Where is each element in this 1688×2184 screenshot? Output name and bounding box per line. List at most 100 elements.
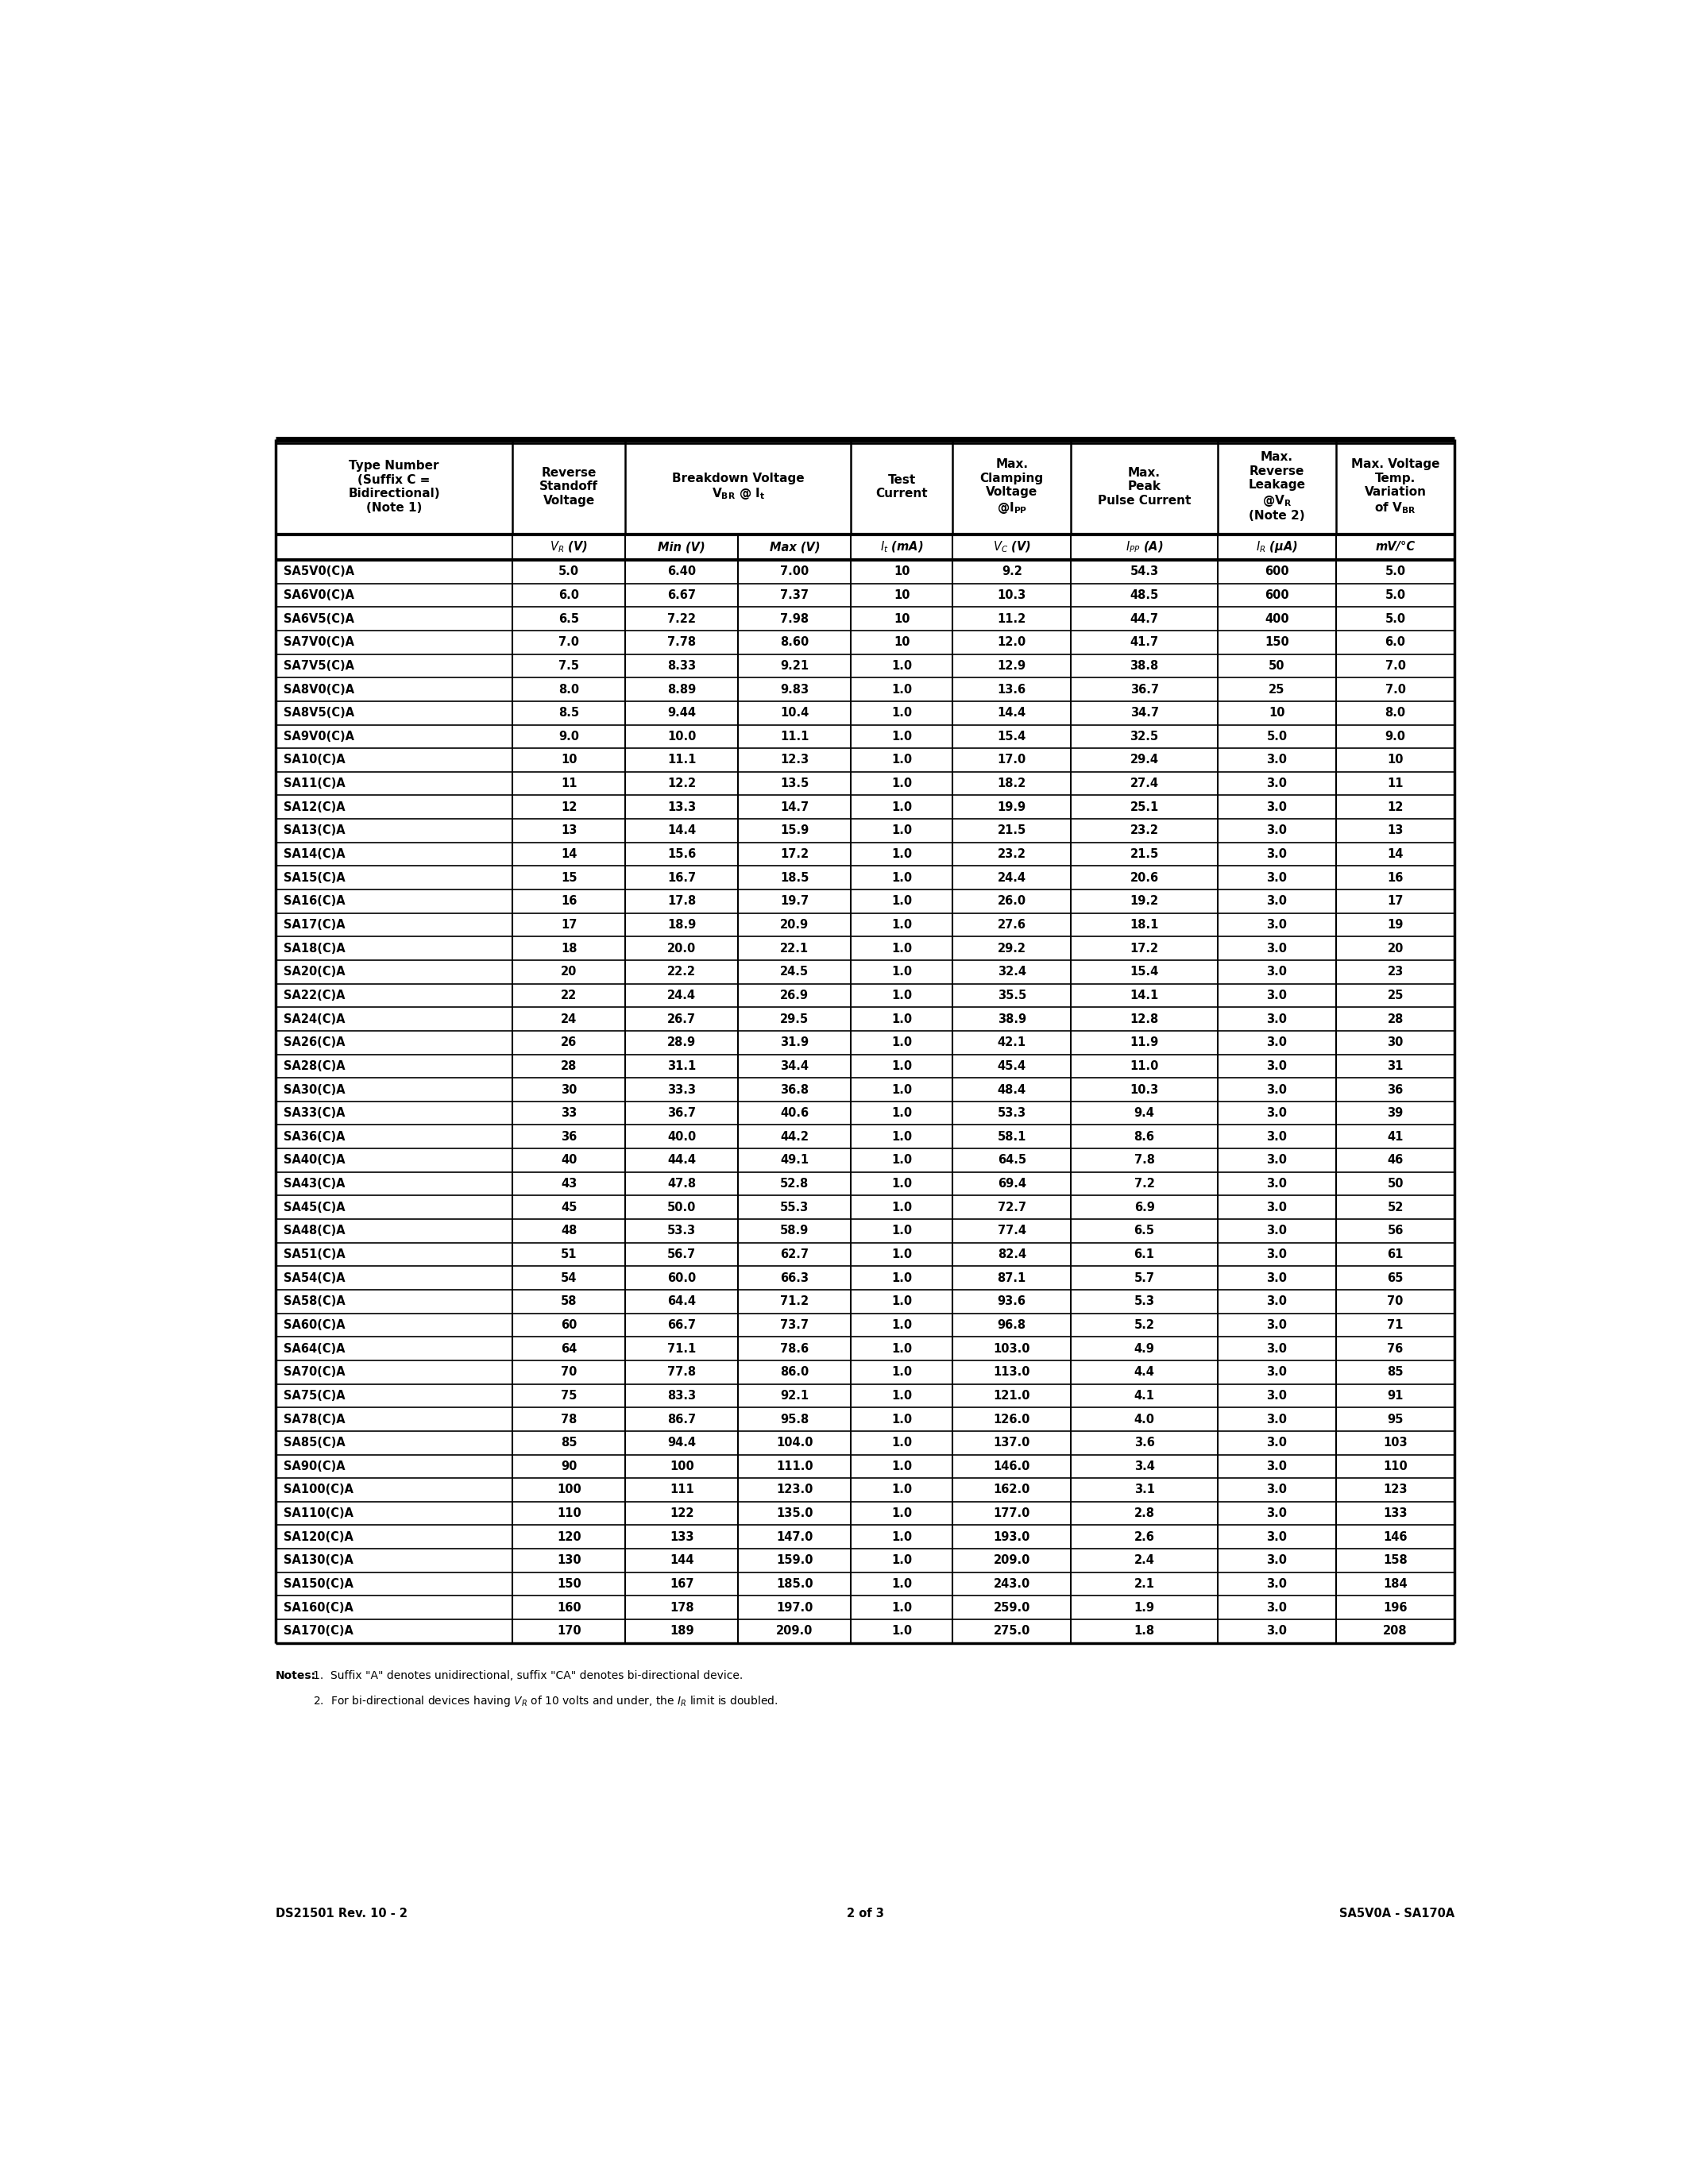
Text: 7.37: 7.37 <box>780 590 809 601</box>
Text: 24.4: 24.4 <box>667 989 695 1002</box>
Text: 150: 150 <box>1264 636 1290 649</box>
Text: 197.0: 197.0 <box>776 1601 814 1614</box>
Text: 54: 54 <box>560 1271 577 1284</box>
Text: SA20(C)A: SA20(C)A <box>284 965 346 978</box>
Text: 20.0: 20.0 <box>667 943 695 954</box>
Text: 53.3: 53.3 <box>998 1107 1026 1118</box>
Text: 10: 10 <box>560 753 577 767</box>
Text: SA75(C)A: SA75(C)A <box>284 1389 346 1402</box>
Text: 9.0: 9.0 <box>559 729 579 743</box>
Text: 36: 36 <box>1388 1083 1403 1096</box>
Text: 23.2: 23.2 <box>998 847 1026 860</box>
Text: 1.0: 1.0 <box>891 1201 912 1214</box>
Text: 133: 133 <box>1382 1507 1408 1520</box>
Text: DS21501 Rev. 10 - 2: DS21501 Rev. 10 - 2 <box>275 1907 407 1920</box>
Text: 9.44: 9.44 <box>667 708 695 719</box>
Text: 1.0: 1.0 <box>891 1555 912 1566</box>
Text: 122: 122 <box>670 1507 694 1520</box>
Text: 69.4: 69.4 <box>998 1177 1026 1190</box>
Text: 66.3: 66.3 <box>780 1271 809 1284</box>
Text: 26.0: 26.0 <box>998 895 1026 906</box>
Text: SA6V5(C)A: SA6V5(C)A <box>284 614 354 625</box>
Text: SA85(C)A: SA85(C)A <box>284 1437 346 1448</box>
Text: 87.1: 87.1 <box>998 1271 1026 1284</box>
Text: 1.0: 1.0 <box>891 1389 912 1402</box>
Text: 93.6: 93.6 <box>998 1295 1026 1308</box>
Text: 9.83: 9.83 <box>780 684 809 695</box>
Text: 1.0: 1.0 <box>891 1579 912 1590</box>
Text: 20: 20 <box>1388 943 1403 954</box>
Text: 26.9: 26.9 <box>780 989 809 1002</box>
Text: 133: 133 <box>670 1531 694 1542</box>
Text: 1.0: 1.0 <box>891 1601 912 1614</box>
Text: 77.8: 77.8 <box>667 1367 695 1378</box>
Text: SA18(C)A: SA18(C)A <box>284 943 346 954</box>
Text: 45: 45 <box>560 1201 577 1214</box>
Text: 46: 46 <box>1388 1155 1403 1166</box>
Text: 3.0: 3.0 <box>1266 1177 1288 1190</box>
Text: 1.0: 1.0 <box>891 1059 912 1072</box>
Text: 10.0: 10.0 <box>667 729 695 743</box>
Text: 2.1: 2.1 <box>1134 1579 1155 1590</box>
Text: 12: 12 <box>560 802 577 812</box>
Text: SA9V0(C)A: SA9V0(C)A <box>284 729 354 743</box>
Text: 1.0: 1.0 <box>891 1461 912 1472</box>
Text: 1.0: 1.0 <box>891 729 912 743</box>
Text: 58.9: 58.9 <box>780 1225 809 1236</box>
Text: 6.5: 6.5 <box>559 614 579 625</box>
Text: 178: 178 <box>670 1601 694 1614</box>
Text: 111.0: 111.0 <box>776 1461 814 1472</box>
Text: 103.0: 103.0 <box>993 1343 1030 1354</box>
Text: 16: 16 <box>560 895 577 906</box>
Text: SA170(C)A: SA170(C)A <box>284 1625 353 1638</box>
Text: SA64(C)A: SA64(C)A <box>284 1343 346 1354</box>
Text: 83.3: 83.3 <box>667 1389 695 1402</box>
Text: 3.0: 3.0 <box>1266 1507 1288 1520</box>
Text: 1.0: 1.0 <box>891 1013 912 1024</box>
Text: 4.0: 4.0 <box>1134 1413 1155 1426</box>
Text: SA8V0(C)A: SA8V0(C)A <box>284 684 354 695</box>
Text: 100: 100 <box>557 1483 581 1496</box>
Text: SA10(C)A: SA10(C)A <box>284 753 346 767</box>
Text: Type Number
(Suffix C =
Bidirectional)
(Note 1): Type Number (Suffix C = Bidirectional) (… <box>348 461 441 513</box>
Text: 41: 41 <box>1388 1131 1403 1142</box>
Text: 1.0: 1.0 <box>891 778 912 788</box>
Text: 1.0: 1.0 <box>891 871 912 885</box>
Text: 58.1: 58.1 <box>998 1131 1026 1142</box>
Text: 1.0: 1.0 <box>891 1131 912 1142</box>
Text: 7.5: 7.5 <box>559 660 579 673</box>
Text: SA78(C)A: SA78(C)A <box>284 1413 346 1426</box>
Text: 17: 17 <box>1388 895 1403 906</box>
Text: Max.
Reverse
Leakage
@$\mathbf{V_R}$
(Note 2): Max. Reverse Leakage @$\mathbf{V_R}$ (No… <box>1249 452 1305 522</box>
Text: 76: 76 <box>1388 1343 1403 1354</box>
Text: SA7V0(C)A: SA7V0(C)A <box>284 636 354 649</box>
Text: SA54(C)A: SA54(C)A <box>284 1271 346 1284</box>
Text: 3.0: 3.0 <box>1266 1295 1288 1308</box>
Text: 3.0: 3.0 <box>1266 1319 1288 1330</box>
Text: 32.4: 32.4 <box>998 965 1026 978</box>
Text: 15: 15 <box>560 871 577 885</box>
Text: 6.1: 6.1 <box>1134 1249 1155 1260</box>
Text: 3.6: 3.6 <box>1134 1437 1155 1448</box>
Text: 11.1: 11.1 <box>667 753 695 767</box>
Text: 5.7: 5.7 <box>1134 1271 1155 1284</box>
Text: 48.4: 48.4 <box>998 1083 1026 1096</box>
Text: 62.7: 62.7 <box>780 1249 809 1260</box>
Text: 8.6: 8.6 <box>1134 1131 1155 1142</box>
Text: 162.0: 162.0 <box>993 1483 1030 1496</box>
Text: 42.1: 42.1 <box>998 1037 1026 1048</box>
Text: 7.00: 7.00 <box>780 566 809 577</box>
Text: 96.8: 96.8 <box>998 1319 1026 1330</box>
Text: 123.0: 123.0 <box>776 1483 814 1496</box>
Text: 43: 43 <box>560 1177 577 1190</box>
Text: 4.1: 4.1 <box>1134 1389 1155 1402</box>
Text: $I_R$ (μA): $I_R$ (μA) <box>1256 539 1298 555</box>
Text: 15.9: 15.9 <box>780 826 809 836</box>
Text: SA13(C)A: SA13(C)A <box>284 826 346 836</box>
Text: 91: 91 <box>1388 1389 1403 1402</box>
Text: 61: 61 <box>1388 1249 1403 1260</box>
Text: 17.2: 17.2 <box>780 847 809 860</box>
Text: 23: 23 <box>1388 965 1403 978</box>
Text: 10.4: 10.4 <box>780 708 809 719</box>
Text: 1.0: 1.0 <box>891 1507 912 1520</box>
